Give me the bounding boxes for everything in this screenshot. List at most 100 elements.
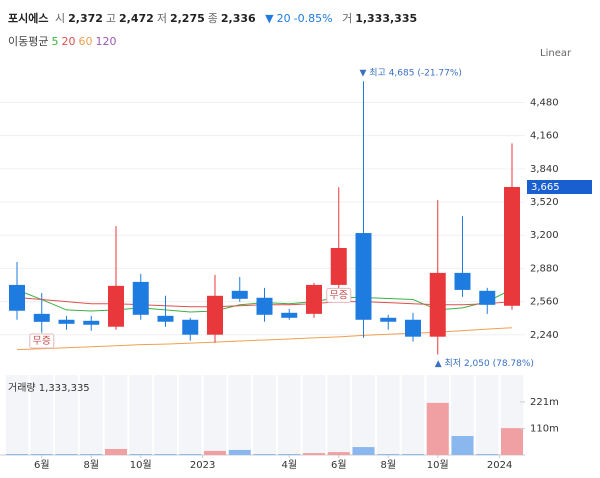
candle-body (157, 315, 174, 322)
candle-body (182, 319, 199, 335)
min-label: ▲ 최저 2,050 (78.78%) (435, 358, 534, 369)
y-tick-label: 4,160 (530, 131, 559, 142)
field-value: 2,275 (169, 12, 205, 25)
volume-bar (55, 454, 78, 455)
candle-body (83, 320, 100, 325)
volume-bar (501, 428, 523, 455)
x-tick-label: 6월 (331, 459, 347, 471)
stock-name: 포시에스 (8, 12, 49, 25)
volume-bar (129, 454, 152, 455)
x-tick-label: 4월 (281, 459, 297, 471)
volume-slot (376, 375, 400, 455)
volume-slot (79, 375, 103, 455)
candle-body (405, 319, 421, 337)
volume-slot (104, 375, 128, 455)
volume-slot (277, 375, 301, 455)
volume-tick-label: 110m (530, 424, 559, 435)
volume-bar (327, 452, 350, 455)
volume-bar (204, 450, 226, 455)
candle-body (207, 295, 223, 335)
volume-value: 1,333,335 (355, 12, 418, 25)
current-price: 3,665 (531, 182, 560, 193)
annotation: 무증 (330, 289, 348, 301)
x-tick-label: 10월 (427, 459, 449, 471)
field-label: 시 (54, 12, 66, 25)
volume-slot (327, 375, 351, 455)
volume-slot (228, 375, 252, 455)
candle-body (132, 281, 149, 315)
x-tick-label: 10월 (130, 459, 152, 471)
candle-body (429, 272, 446, 337)
annotation-box (326, 287, 352, 303)
volume-slot (154, 375, 177, 455)
x-tick-label: 2024 (487, 460, 512, 471)
volume-bar (451, 436, 474, 455)
candle-body (33, 313, 50, 322)
candle-body (355, 233, 372, 320)
change-arrow: ▼ (265, 12, 274, 25)
candle-body (454, 272, 471, 290)
candle-body (9, 284, 25, 311)
volume-bar (253, 454, 276, 455)
ma-legend: 이동평균 5 20 60 120 (8, 33, 119, 49)
y-tick-label: 2,880 (530, 263, 559, 274)
volume-slot (302, 375, 326, 455)
field-label: 저 (156, 12, 167, 25)
y-tick-label: 3,200 (530, 230, 559, 241)
change-percent: -0.85% (293, 12, 333, 25)
candle-body (108, 285, 124, 327)
volume-slot (129, 375, 153, 455)
volume-slot (55, 375, 78, 455)
x-tick-label: 2023 (190, 460, 215, 471)
candle-body (504, 186, 520, 306)
volume-slot (253, 375, 276, 455)
candle-body (256, 297, 273, 315)
ma-name: 120 (95, 35, 117, 48)
candle-body (479, 290, 496, 305)
ma-line (16, 327, 513, 351)
volume-bar (228, 449, 251, 455)
volume-bar (6, 454, 28, 455)
volume-bar (30, 454, 53, 455)
ma-name: 5 (51, 35, 59, 48)
field-value: 2,472 (119, 12, 154, 25)
candle-body (281, 312, 298, 318)
y-tick-label: 2,560 (530, 297, 559, 308)
change: ▼ 20 -0.85% (265, 12, 335, 25)
volume-bar (303, 453, 325, 455)
volume-slot (401, 375, 425, 455)
max-label: ▼ 최고 4,685 (-21.77%) (360, 68, 462, 79)
annotation-box (29, 333, 55, 349)
x-tick-label: 6월 (34, 459, 50, 471)
volume-slot (475, 375, 499, 455)
y-tick-label: 2,240 (530, 330, 559, 341)
scale-mode[interactable]: Linear (540, 48, 572, 59)
volume-slot (451, 375, 474, 455)
current-price-box (527, 179, 592, 194)
ma-title: 이동평균 (8, 35, 49, 48)
volume-slot (5, 375, 29, 455)
field-value: 2,336 (220, 12, 256, 25)
volume-bar (377, 454, 400, 455)
volume-title: 거래량 1,333,335 (8, 382, 90, 394)
x-tick-label: 8월 (380, 459, 396, 471)
volume-label: 거 (342, 12, 353, 25)
volume-slot (30, 375, 54, 455)
volume-bar (179, 454, 202, 455)
ma-name: 60 (78, 35, 93, 48)
field-label: 종 (207, 12, 218, 25)
volume-bar (154, 454, 177, 455)
volume-bar (402, 454, 424, 455)
header: 포시에스 시 2,372 고 2,472 저 2,275 종 2,336 ▼ 20 -0.85% … (8, 10, 420, 26)
volume-slot (178, 375, 202, 455)
ma-name: 20 (61, 35, 76, 48)
y-tick-label: 3,840 (530, 164, 559, 175)
x-tick-label: 8월 (83, 459, 99, 471)
annotation: 무증 (33, 335, 51, 347)
volume-bar (105, 448, 127, 455)
candle-body (58, 319, 75, 324)
y-tick-label: 3,520 (530, 197, 559, 208)
volume-tick-label: 221m (530, 397, 559, 408)
